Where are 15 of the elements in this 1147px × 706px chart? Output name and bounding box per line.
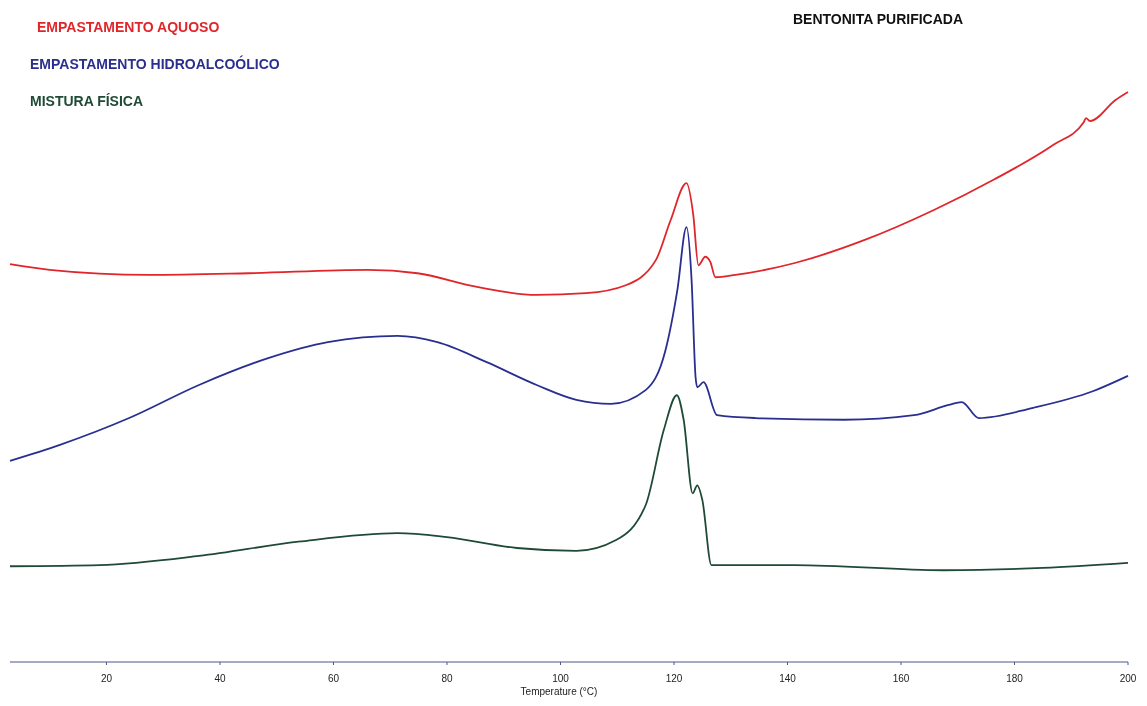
text: EMPASTAMENTO AQUOSO <box>37 19 220 35</box>
x-tick-label: 60 <box>327 673 340 684</box>
x-tick-label: 160 <box>892 673 910 684</box>
x-tick-label: 100 <box>552 673 570 684</box>
text: EMPASTAMENTO HIDROALCOÓLICO <box>30 55 280 72</box>
chart-title: BENTONITA PURIFICADA <box>792 11 964 27</box>
x-axis-title: Temperature (°C) <box>520 686 598 697</box>
x-tick-label: 140 <box>779 673 797 684</box>
x-tick-label: 180 <box>1006 673 1024 684</box>
text: MISTURA FÍSICA <box>30 93 144 109</box>
x-tick-label: 120 <box>665 673 683 684</box>
x-tick-label: 40 <box>214 673 226 684</box>
x-tick-label: 200 <box>1119 673 1137 684</box>
x-tick-label: 80 <box>441 673 453 684</box>
x-tick-label: 20 <box>100 673 113 684</box>
